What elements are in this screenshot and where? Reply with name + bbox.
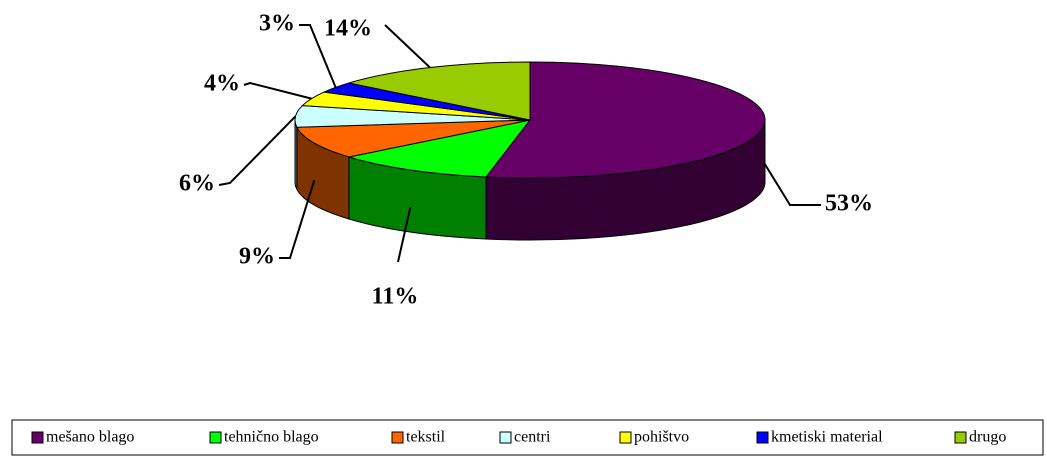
data-label: 4% — [204, 71, 240, 97]
pie-side — [294, 119, 298, 190]
legend-label: tekstil — [406, 429, 446, 446]
legend-label: tehnično blago — [224, 429, 319, 446]
data-label: 11% — [372, 284, 419, 310]
legend-swatch — [31, 431, 44, 444]
legend-swatch — [954, 431, 967, 444]
data-label: 14% — [324, 16, 372, 42]
leader-line — [299, 24, 337, 88]
leader-line — [397, 206, 412, 263]
legend-label: centri — [514, 429, 551, 446]
legend-swatch — [391, 431, 404, 444]
leader-line — [218, 115, 297, 186]
pie-slice — [348, 61, 531, 121]
legend-swatch — [209, 431, 222, 444]
legend-swatch — [499, 431, 512, 444]
pie-slice — [296, 119, 531, 158]
legend-swatch — [756, 431, 769, 444]
legend-label: kmetiski material — [771, 429, 883, 446]
leader-line — [763, 162, 821, 206]
data-label: 9% — [239, 244, 275, 270]
legend-label: mešano blago — [46, 429, 134, 446]
leader-line — [384, 24, 431, 69]
leader-line — [279, 179, 316, 259]
legend-label: drugo — [969, 429, 1006, 446]
legend-swatch — [619, 431, 632, 444]
pie-slice — [348, 119, 532, 178]
data-label: 3% — [259, 11, 295, 37]
legend-label: pohištvo — [634, 429, 689, 446]
pie-slice — [484, 61, 766, 179]
data-label: 53% — [825, 191, 873, 217]
legend-box — [11, 419, 1044, 456]
leader-line — [243, 81, 312, 100]
data-label: 6% — [179, 171, 215, 197]
